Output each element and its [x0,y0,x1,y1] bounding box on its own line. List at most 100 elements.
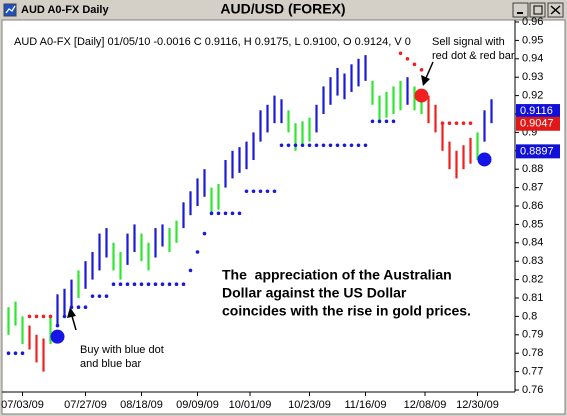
stop-dot [69,305,74,310]
signal-dot [477,152,492,167]
minimize-button[interactable] [512,2,529,18]
stop-dot [440,121,445,125]
maximize-icon [533,5,543,15]
chart-title: AUD/USD (FOREX) [220,1,345,17]
stop-dot [419,68,424,72]
stop-dot [174,282,179,287]
y-tick-label: 0.76 [522,384,543,396]
y-tick-label: 0.77 [522,366,543,378]
y-tick-label: 0.81 [522,292,543,304]
stop-dot [216,211,221,216]
annotation: and blue bar [80,358,141,370]
signal-dot [50,329,65,344]
price-marker-label: 0.8897 [520,145,554,157]
stop-dot [251,189,256,194]
stop-dot [62,314,67,319]
stop-dot [160,282,165,287]
stop-dot [209,211,214,216]
stop-dot [328,143,333,148]
stop-dot [83,305,88,310]
stop-dot [20,351,25,356]
y-tick-label: 0.96 [522,16,543,28]
chart-area [1,19,566,415]
stop-dot [454,121,459,125]
stop-dot [300,143,305,148]
arrow-head [421,75,430,86]
x-tick-label: 12/30/09 [456,399,499,411]
stop-dot [223,211,228,216]
y-tick-label: 0.85 [522,218,543,230]
stop-dot [356,143,361,148]
stop-dot [230,211,235,216]
annotation: The appreciation of the Australian [222,267,452,283]
window-buttons [512,2,564,18]
y-tick-label: 0.92 [522,90,543,102]
stop-dot [349,143,354,148]
stop-dot [321,143,326,148]
y-tick-label: 0.95 [522,34,543,46]
x-tick-label: 09/09/09 [176,399,219,411]
stop-dot [286,143,291,148]
buy-arrow [67,307,77,331]
stop-dot [384,119,389,124]
window-icon-line [5,5,16,14]
x-tick-label: 10/01/09 [229,399,272,411]
stop-dot [279,143,284,148]
stop-dot [6,351,11,356]
stop-dot [76,305,81,310]
stop-dot [377,119,382,124]
stop-dot [90,294,95,298]
stop-dot [391,119,396,124]
stop-dot [293,143,298,148]
y-tick-label: 0.82 [522,274,543,286]
y-tick-label: 0.78 [522,347,543,359]
stop-dot [272,189,277,194]
info-line: AUD A0-FX [Daily] 01/05/10 -0.0016 C 0.9… [14,36,411,48]
stop-dot [447,121,452,125]
stop-dot [146,282,151,287]
annotation: Buy with blue dot [80,344,164,356]
stop-dot [97,294,102,298]
price-marker-label: 0.9047 [520,118,554,130]
stop-dot [202,231,207,236]
y-tick-label: 0.88 [522,163,543,175]
maximize-button[interactable] [529,2,546,18]
stop-dot [181,282,186,287]
price-marker-label: 0.9116 [520,105,553,117]
stop-dot [195,250,200,254]
stop-dot [41,314,46,319]
stop-dot [412,62,417,67]
annotation: Sell signal with [432,36,505,48]
stop-dot [34,314,39,319]
y-tick-label: 0.86 [522,200,543,212]
x-tick-label: 12/08/09 [404,399,447,411]
stop-dot [13,351,18,356]
x-tick-label: 10/23/09 [288,399,331,411]
stop-dot [111,282,116,287]
stop-dot [48,314,53,319]
stop-dot [405,57,410,61]
stop-dot [244,189,249,194]
arrow-shaft [71,315,77,331]
stop-dot [265,189,270,194]
arrow-shaft [425,61,434,79]
x-tick-label: 07/27/09 [64,399,107,411]
stop-dot [461,121,466,125]
annotation: coincides with the rise in gold prices. [222,303,471,319]
close-icon [550,5,561,15]
y-tick-label: 0.83 [522,255,543,267]
x-tick-label: 11/16/09 [344,399,386,411]
stop-dot [139,282,144,287]
stop-dot [363,143,368,148]
stop-dot [167,282,172,287]
signal-dot [414,88,429,103]
stop-dot [370,119,375,124]
stop-dot [125,282,130,287]
stop-dot [132,282,137,287]
y-tick-label: 0.84 [522,237,543,249]
annotation: Dollar against the US Dollar [222,285,407,301]
arrow-head [67,307,76,318]
stop-dot [307,143,312,148]
stop-dot [104,294,109,298]
